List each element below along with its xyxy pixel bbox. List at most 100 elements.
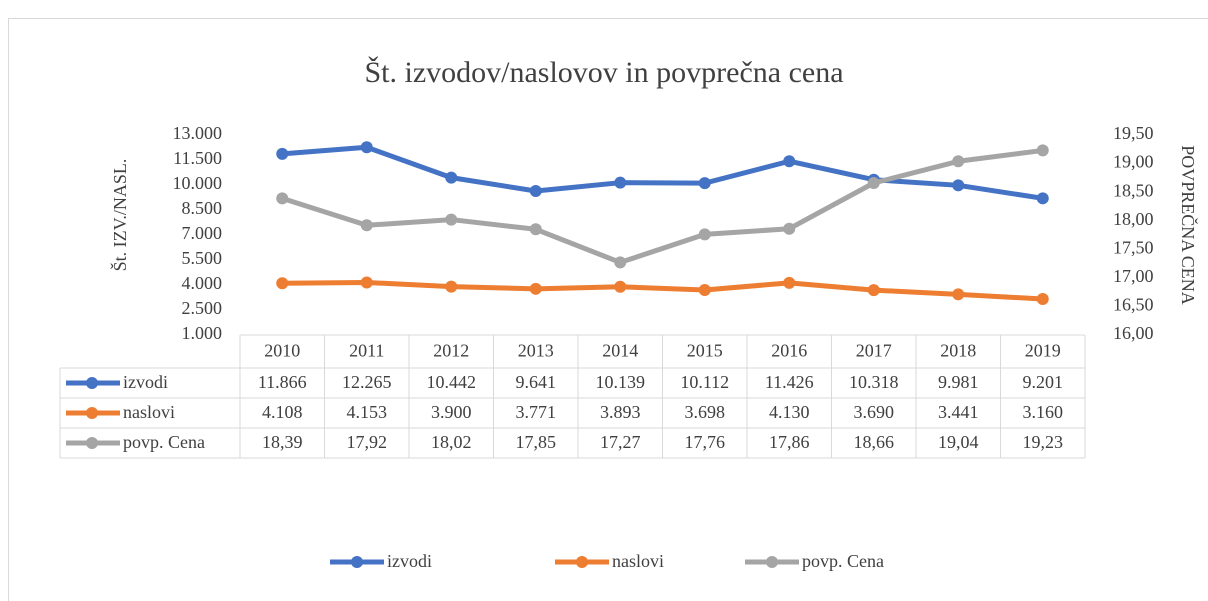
series-point	[952, 179, 965, 192]
series-point	[698, 228, 711, 241]
series-point	[952, 155, 965, 168]
series-point	[614, 280, 627, 293]
table-cell: 3.690	[854, 402, 895, 422]
table-cell: 3.900	[431, 402, 472, 422]
table-cell: 3.771	[516, 402, 557, 422]
series-point	[445, 213, 458, 226]
x-tick-label: 2013	[518, 341, 554, 361]
x-tick-label: 2016	[771, 341, 807, 361]
table-cell: 18,02	[431, 432, 472, 452]
legend-key-marker	[351, 556, 363, 568]
table-cell: 9.641	[516, 372, 557, 392]
table-cell: 11.426	[765, 372, 814, 392]
x-tick-label: 2014	[602, 341, 638, 361]
series-point	[867, 284, 880, 297]
y2-tick-label: 19,50	[1113, 123, 1154, 143]
y-tick-label: 5.500	[182, 248, 223, 268]
x-tick-label: 2015	[687, 341, 723, 361]
table-cell: 17,92	[347, 432, 388, 452]
x-tick-label: 2019	[1025, 341, 1061, 361]
x-tick-label: 2012	[433, 341, 469, 361]
table-cell: 3.893	[600, 402, 641, 422]
y2-tick-label: 16,50	[1113, 295, 1154, 315]
x-tick-label: 2018	[940, 341, 976, 361]
table-cell: 12.265	[342, 372, 392, 392]
legend-key-marker	[576, 556, 588, 568]
x-tick-label: 2017	[856, 341, 892, 361]
legend-label: povp. Cena	[802, 551, 884, 571]
row-header: izvodi	[123, 372, 168, 392]
y2-tick-label: 19,00	[1113, 152, 1154, 172]
series-point	[529, 184, 542, 197]
legend-key-marker	[86, 437, 98, 449]
y2-tick-label: 16,00	[1113, 323, 1154, 343]
table-cell: 18,39	[262, 432, 303, 452]
table-cell: 10.112	[680, 372, 729, 392]
table-cell: 4.153	[347, 402, 388, 422]
table-cell: 11.866	[258, 372, 307, 392]
legend-key-marker	[766, 556, 778, 568]
x-tick-label: 2011	[349, 341, 384, 361]
table-cell: 17,86	[769, 432, 810, 452]
y2-axis-title: POVPREČNA CENA	[1178, 145, 1199, 305]
series-point	[529, 223, 542, 236]
x-tick-label: 2010	[264, 341, 300, 361]
table-cell: 4.130	[769, 402, 810, 422]
y-axis-title: Št. IZV./NASL.	[109, 159, 130, 272]
series-point	[783, 276, 796, 289]
series-point	[952, 288, 965, 301]
series-point	[360, 141, 373, 154]
series-point	[360, 276, 373, 289]
series-point	[360, 219, 373, 232]
table-cell: 9.981	[938, 372, 979, 392]
table-cell: 10.442	[427, 372, 477, 392]
table-cell: 17,27	[600, 432, 641, 452]
table-cell: 19,23	[1023, 432, 1064, 452]
series-line	[282, 144, 1044, 201]
series-point	[1036, 144, 1049, 157]
y-tick-label: 11.500	[173, 148, 222, 168]
series-point	[698, 284, 711, 297]
table-cell: 3.698	[685, 402, 726, 422]
legend-key-marker	[86, 407, 98, 419]
y-tick-label: 13.000	[173, 123, 223, 143]
y-tick-label: 10.000	[173, 173, 223, 193]
table-cell: 4.108	[262, 402, 303, 422]
table-cell: 18,66	[854, 432, 895, 452]
row-header: naslovi	[123, 402, 175, 422]
table-cell: 9.201	[1023, 372, 1064, 392]
legend-label: naslovi	[612, 551, 664, 571]
row-header: povp. Cena	[123, 432, 205, 452]
series-point	[867, 177, 880, 189]
table-cell: 19,04	[938, 432, 979, 452]
table-cell: 17,85	[516, 432, 557, 452]
series-point	[445, 280, 458, 293]
legend-label: izvodi	[387, 551, 432, 571]
series-point	[614, 256, 627, 269]
series-point	[783, 155, 796, 168]
y-tick-label: 1.000	[182, 323, 223, 343]
table-cell: 10.139	[596, 372, 646, 392]
series-point	[276, 147, 289, 160]
chart-title: Št. izvodov/naslovov in povprečna cena	[364, 56, 843, 89]
series-point	[276, 192, 289, 205]
series-line	[281, 147, 1044, 265]
series-point	[276, 277, 289, 290]
series-point	[783, 222, 796, 235]
series-line	[282, 279, 1043, 302]
table-cell: 3.160	[1023, 402, 1064, 422]
table-cell: 10.318	[849, 372, 899, 392]
series-point	[1036, 192, 1049, 205]
series-point	[445, 171, 458, 184]
y-tick-label: 8.500	[182, 198, 223, 218]
y2-tick-label: 17,50	[1113, 237, 1154, 257]
series-point	[614, 176, 627, 189]
legend-key-marker	[86, 377, 98, 389]
series-point	[1036, 293, 1049, 305]
table-cell: 3.441	[938, 402, 979, 422]
y-tick-label: 7.000	[182, 223, 223, 243]
table-cell: 17,76	[685, 432, 726, 452]
y2-tick-label: 17,00	[1113, 266, 1154, 286]
y2-tick-label: 18,00	[1113, 209, 1154, 229]
